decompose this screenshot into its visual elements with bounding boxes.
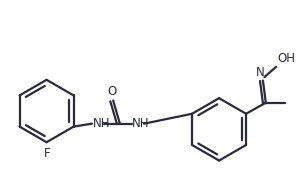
Text: F: F [44,147,50,160]
Text: N: N [256,66,265,79]
Text: NH: NH [132,117,150,130]
Text: O: O [107,85,116,98]
Text: NH: NH [93,117,110,130]
Text: OH: OH [277,52,295,65]
